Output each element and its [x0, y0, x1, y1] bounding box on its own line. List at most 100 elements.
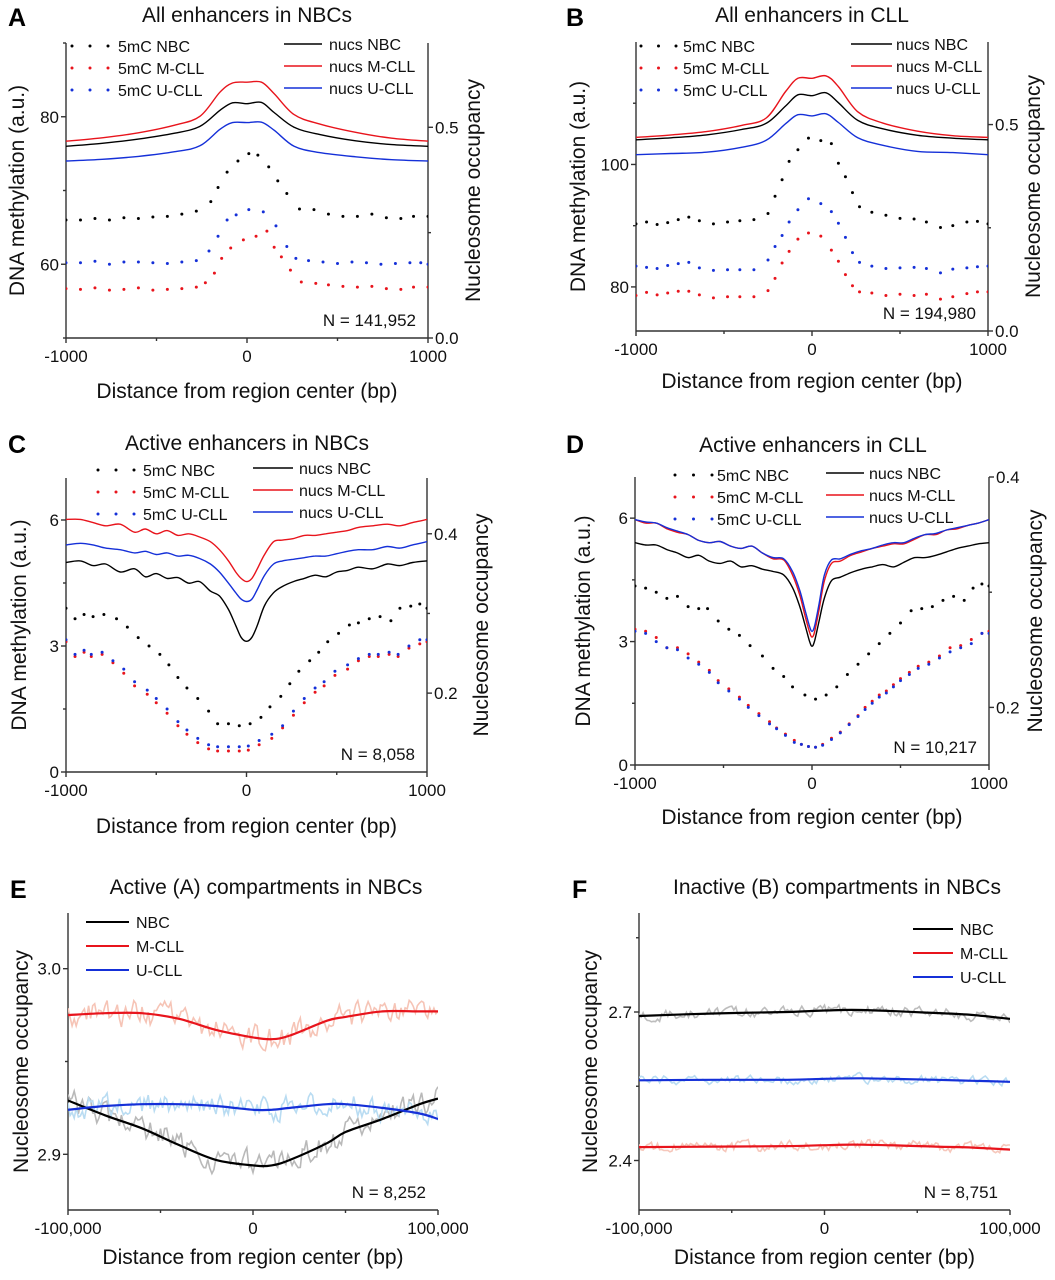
legend-marker — [673, 517, 677, 521]
data-point — [151, 261, 155, 265]
series-5mc-nbc — [66, 152, 428, 222]
data-point — [237, 749, 241, 753]
data-point — [180, 212, 184, 216]
data-point — [207, 743, 211, 747]
plot-area — [635, 518, 989, 749]
panel-e: E Active (A) compartments in NBCs -100,000… — [10, 876, 469, 1269]
data-point — [707, 668, 711, 672]
data-point — [257, 739, 261, 742]
data-point — [216, 722, 220, 726]
data-point — [207, 747, 211, 751]
data-point — [819, 139, 823, 143]
legend-marker — [639, 88, 643, 92]
data-point — [165, 711, 169, 715]
n-annotation: N = 10,217 — [893, 738, 977, 757]
data-point — [636, 222, 638, 226]
data-point — [125, 625, 129, 629]
y-tick-label: 3 — [619, 633, 628, 652]
data-point — [775, 727, 779, 731]
series-line-nbc — [639, 1008, 1010, 1020]
data-point — [322, 680, 326, 684]
data-point — [814, 697, 818, 701]
data-point — [122, 667, 126, 671]
data-point — [384, 287, 388, 291]
data-point — [814, 745, 818, 749]
legend-item: nucs NBC — [253, 461, 371, 478]
data-point — [194, 209, 198, 213]
data-point — [165, 262, 169, 266]
legend-item: 5mC M-CLL — [673, 490, 803, 507]
y2-axis-title: Nucleosome occupancy — [1022, 75, 1045, 298]
data-point — [938, 271, 942, 275]
legend-label: nucs M-CLL — [869, 488, 955, 505]
legend-item: nucs M-CLL — [851, 59, 982, 76]
data-point — [937, 654, 941, 658]
data-point — [697, 293, 701, 297]
legend-item: 5mC U-CLL — [673, 512, 802, 529]
data-point — [959, 646, 963, 650]
data-point — [898, 216, 902, 220]
data-point — [726, 268, 730, 272]
data-point — [91, 615, 95, 619]
data-point — [899, 621, 902, 625]
data-point — [196, 741, 200, 745]
plot-area — [66, 518, 427, 753]
data-point — [408, 261, 412, 265]
series-line-nbc — [68, 1097, 438, 1168]
series-5mc-u-cll — [636, 197, 988, 275]
data-point — [951, 295, 955, 299]
data-point — [426, 285, 428, 289]
data-point — [396, 655, 400, 658]
data-point — [93, 217, 97, 221]
data-point — [987, 584, 989, 588]
data-point — [948, 650, 952, 654]
data-point — [726, 220, 730, 224]
y2-axis-title: Nucleosome occupancy — [470, 513, 493, 736]
legend-label: nucs M-CLL — [896, 59, 982, 76]
legend-label: 5mC M-CLL — [717, 490, 803, 507]
series-5mc-u-cll — [635, 629, 989, 749]
data-point — [350, 260, 354, 264]
legend-marker — [70, 44, 74, 48]
data-point — [82, 613, 86, 616]
data-point — [965, 220, 969, 224]
panel-c: C Active enhancers in NBCs-1000 0 10000360.… — [8, 431, 493, 838]
legend-label: nucs U-CLL — [869, 510, 954, 527]
data-point — [757, 714, 761, 718]
data-point — [645, 220, 649, 224]
y-tick-label: 3 — [50, 637, 59, 656]
data-point — [686, 605, 690, 609]
data-point — [969, 642, 973, 646]
data-point — [78, 261, 82, 265]
y-axis-title: DNA methylation (a.u.) — [567, 81, 590, 292]
data-point — [819, 234, 823, 238]
data-point — [364, 261, 368, 265]
data-point — [207, 709, 211, 713]
legend-marker — [88, 66, 92, 70]
data-point — [308, 659, 312, 663]
series-5mc-nbc — [635, 582, 989, 701]
data-point — [727, 687, 731, 691]
data-point — [687, 215, 691, 219]
data-point — [697, 662, 701, 666]
data-point — [379, 262, 383, 266]
data-point — [780, 178, 784, 182]
plot-area — [639, 1003, 1010, 1154]
legend-marker — [657, 44, 660, 48]
legend-item: U-CLL — [913, 970, 1006, 987]
panel-title: Active (A) compartments in NBCs — [110, 876, 423, 899]
data-point — [370, 284, 374, 288]
data-point — [909, 609, 913, 613]
data-point — [256, 153, 260, 157]
data-point — [783, 733, 787, 737]
data-point — [796, 148, 800, 152]
n-annotation: N = 8,058 — [341, 745, 415, 764]
data-point — [136, 636, 140, 640]
data-point — [675, 646, 679, 650]
data-point — [884, 213, 888, 217]
data-point — [941, 598, 945, 602]
legend-marker — [673, 495, 677, 499]
data-point — [850, 251, 854, 255]
data-point — [716, 681, 720, 685]
data-point — [246, 744, 250, 748]
